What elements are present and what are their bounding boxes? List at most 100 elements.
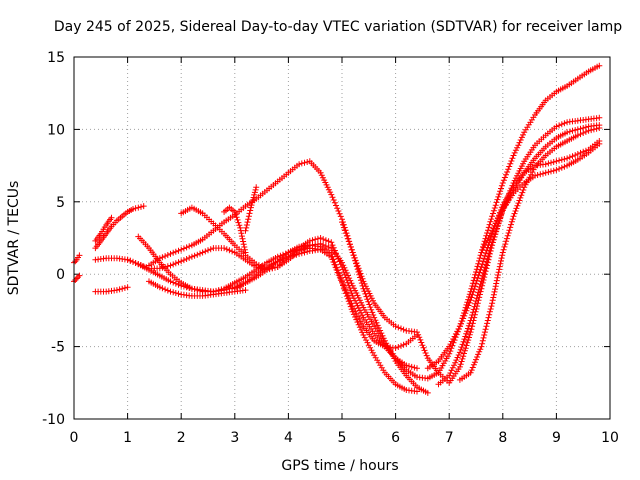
data-point bbox=[223, 221, 225, 223]
y-tick-label: 5 bbox=[56, 195, 65, 211]
data-point bbox=[137, 263, 139, 265]
data-point bbox=[427, 367, 429, 369]
data-point bbox=[362, 288, 365, 290]
data-point bbox=[319, 243, 322, 245]
data-point bbox=[100, 233, 102, 235]
series-track-6 bbox=[92, 284, 131, 295]
data-point bbox=[587, 70, 590, 73]
data-point bbox=[459, 325, 461, 327]
x-tick-labels: 0 1 2 3 4 5 6 7 8 9 10 bbox=[70, 430, 619, 446]
data-point bbox=[255, 269, 257, 271]
data-point bbox=[534, 166, 536, 168]
data-point bbox=[148, 247, 150, 249]
data-point bbox=[577, 78, 579, 80]
data-point bbox=[169, 264, 172, 267]
data-point bbox=[384, 343, 386, 345]
data-point bbox=[76, 259, 78, 261]
data-point bbox=[470, 331, 472, 333]
data-point bbox=[244, 205, 247, 207]
data-point bbox=[247, 218, 249, 220]
data-point bbox=[480, 288, 482, 290]
data-point bbox=[212, 222, 214, 225]
data-point bbox=[309, 250, 311, 252]
data-point bbox=[491, 302, 493, 304]
data-point bbox=[502, 251, 504, 254]
data-point bbox=[437, 372, 440, 374]
data-point bbox=[223, 247, 225, 249]
data-point bbox=[470, 372, 472, 374]
data-point bbox=[319, 237, 322, 239]
data-point bbox=[512, 154, 515, 157]
data-point bbox=[448, 353, 450, 355]
data-point bbox=[470, 299, 472, 301]
data-point bbox=[266, 189, 268, 191]
x-tick-label: 5 bbox=[338, 430, 347, 446]
data-point bbox=[330, 247, 332, 249]
data-point bbox=[384, 317, 386, 319]
data-point bbox=[480, 280, 482, 283]
data-point bbox=[555, 169, 558, 171]
series-track-3 bbox=[92, 203, 147, 252]
data-point bbox=[250, 206, 252, 209]
data-point bbox=[448, 382, 450, 384]
data-point bbox=[459, 351, 461, 353]
data-point bbox=[137, 206, 139, 209]
data-point bbox=[330, 241, 332, 243]
data-point bbox=[577, 134, 579, 136]
data-point bbox=[110, 217, 113, 219]
data-point bbox=[395, 325, 397, 327]
data-point bbox=[427, 357, 429, 359]
data-point bbox=[459, 379, 461, 381]
data-point bbox=[362, 280, 365, 283]
data-point bbox=[437, 360, 440, 362]
data-point bbox=[191, 295, 193, 297]
data-point bbox=[191, 256, 193, 258]
data-point bbox=[534, 114, 536, 116]
data-point bbox=[127, 211, 129, 213]
data-point bbox=[341, 221, 343, 223]
data-point bbox=[100, 240, 102, 242]
y-tick-label: 15 bbox=[47, 50, 65, 66]
data-point bbox=[255, 263, 257, 265]
data-point bbox=[277, 260, 279, 262]
data-point bbox=[395, 347, 397, 349]
data-point bbox=[362, 317, 365, 319]
data-point bbox=[480, 251, 482, 254]
data-point bbox=[212, 230, 214, 232]
data-point bbox=[202, 251, 204, 254]
y-axis-label: SDTVAR / TECUs bbox=[6, 181, 22, 296]
data-point bbox=[587, 130, 590, 132]
tick-marks bbox=[73, 56, 611, 420]
series-track-18 bbox=[478, 140, 603, 256]
x-tick-label: 6 bbox=[391, 430, 400, 446]
data-point bbox=[239, 227, 241, 229]
data-point bbox=[116, 220, 118, 222]
data-point bbox=[143, 205, 145, 207]
data-point bbox=[427, 377, 429, 380]
data-point bbox=[212, 247, 214, 249]
data-point bbox=[159, 275, 161, 277]
series-track-19 bbox=[456, 125, 603, 383]
data-point bbox=[405, 374, 407, 377]
data-point bbox=[598, 65, 600, 67]
data-point bbox=[244, 276, 247, 278]
data-point bbox=[319, 172, 322, 174]
data-point bbox=[234, 288, 236, 290]
data-point bbox=[255, 273, 257, 275]
data-point bbox=[480, 266, 482, 268]
data-point bbox=[287, 172, 289, 174]
data-point bbox=[309, 160, 311, 162]
y-tick-label: 10 bbox=[47, 122, 65, 138]
data-point bbox=[416, 331, 418, 333]
data-point bbox=[405, 330, 407, 332]
data-point bbox=[598, 143, 600, 145]
data-point bbox=[448, 346, 450, 348]
data-point bbox=[277, 266, 279, 268]
data-point bbox=[234, 282, 236, 284]
data-point bbox=[287, 256, 289, 258]
data-point bbox=[191, 206, 193, 209]
data-point bbox=[223, 288, 225, 290]
data-point bbox=[598, 127, 600, 129]
data-point bbox=[405, 389, 407, 391]
